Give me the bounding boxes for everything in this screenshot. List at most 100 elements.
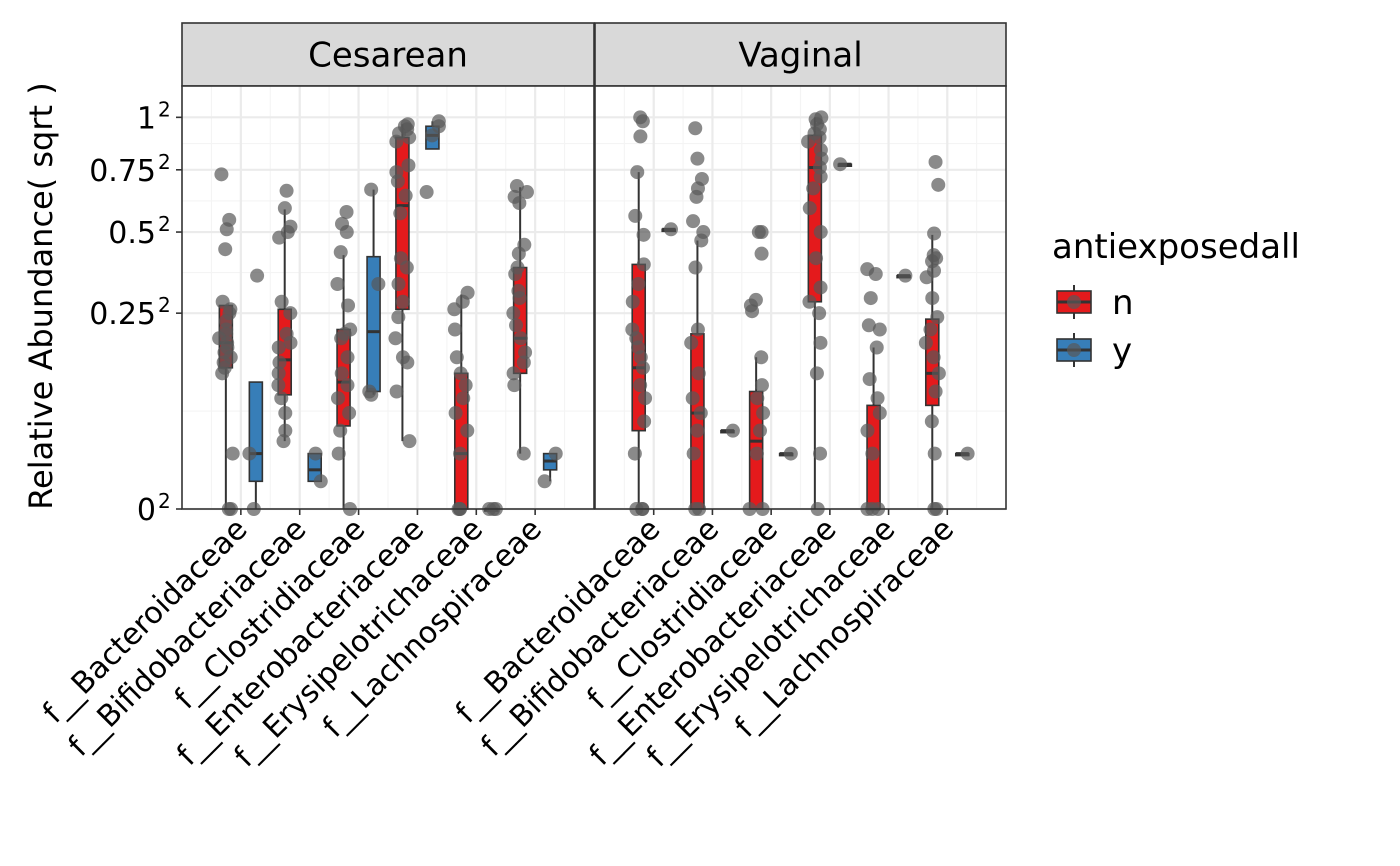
y-tick-label: 0.25 xyxy=(89,297,156,332)
data-point xyxy=(694,233,709,248)
data-point xyxy=(931,366,946,381)
data-point xyxy=(334,331,349,346)
data-point xyxy=(868,267,883,281)
data-point xyxy=(271,378,286,393)
box-cesarean-f__Enterobacteriaceae-y xyxy=(419,114,446,200)
data-point xyxy=(516,355,531,370)
data-point xyxy=(453,446,468,461)
data-point xyxy=(872,406,887,421)
data-point xyxy=(218,242,233,257)
box-cesarean-f__Clostridiaceae-n xyxy=(330,205,358,516)
data-point xyxy=(635,114,650,129)
data-point xyxy=(271,366,286,381)
data-point xyxy=(339,205,354,220)
data-point xyxy=(402,130,417,145)
data-point xyxy=(283,306,298,321)
data-point xyxy=(278,406,293,421)
box-vaginal-f__Lachnospiraceae-y xyxy=(954,446,975,461)
data-point xyxy=(391,310,406,325)
data-point xyxy=(812,306,827,321)
data-point xyxy=(447,322,462,337)
data-point xyxy=(225,446,240,461)
data-point xyxy=(333,245,348,260)
data-point xyxy=(806,181,821,196)
data-point xyxy=(272,230,287,245)
data-point xyxy=(630,165,645,180)
data-point xyxy=(863,291,878,306)
data-point xyxy=(389,384,404,399)
data-point xyxy=(925,291,940,306)
data-point xyxy=(633,129,648,144)
data-point xyxy=(399,260,414,275)
data-point xyxy=(927,446,942,461)
data-point xyxy=(860,423,875,438)
data-point xyxy=(537,474,552,489)
data-point xyxy=(448,406,463,421)
data-point xyxy=(507,378,522,393)
data-point xyxy=(637,414,652,429)
data-point xyxy=(402,434,417,449)
data-point xyxy=(513,331,528,346)
box-cesarean-f__Bifidobacteriaceae-n xyxy=(271,183,298,449)
data-point xyxy=(279,183,294,198)
box-vaginal-f__Bacteroidaceae-n xyxy=(625,110,653,516)
data-point xyxy=(272,355,287,370)
data-point xyxy=(548,446,563,461)
data-point xyxy=(341,298,356,313)
y-axis-label: Relative Abundance( sqrt ) xyxy=(22,82,60,509)
data-point xyxy=(926,350,941,365)
legend-title: antiexposedall xyxy=(1052,227,1300,267)
data-point xyxy=(277,201,292,216)
box-cesarean-f__Bacteroidaceae-n xyxy=(212,167,240,516)
data-point xyxy=(219,222,234,237)
data-point xyxy=(808,251,823,266)
data-point xyxy=(686,214,701,229)
data-point xyxy=(389,134,404,149)
facet-panel-vaginal: Vaginal xyxy=(594,22,1007,511)
y-tick-exponent: 2 xyxy=(158,293,171,317)
data-point xyxy=(927,226,942,241)
data-point xyxy=(931,177,946,192)
data-point xyxy=(460,423,475,438)
data-point xyxy=(663,222,678,237)
data-point xyxy=(333,423,348,438)
data-point xyxy=(276,434,291,449)
data-point xyxy=(400,355,415,370)
data-point xyxy=(898,268,913,283)
data-point xyxy=(960,446,975,461)
panel-border xyxy=(181,85,595,510)
data-point xyxy=(833,157,848,172)
data-point xyxy=(271,340,286,355)
data-point xyxy=(425,128,440,143)
data-point xyxy=(685,391,700,406)
data-point xyxy=(756,406,771,421)
data-point xyxy=(928,154,943,169)
data-point xyxy=(628,208,643,223)
legend-label: y xyxy=(1112,331,1132,371)
data-point xyxy=(684,335,699,350)
data-point xyxy=(802,294,817,309)
data-point xyxy=(636,257,651,272)
facet-panel-cesarean: Cesarean xyxy=(181,22,595,511)
data-point xyxy=(930,310,945,325)
data-point xyxy=(872,322,887,337)
data-point xyxy=(511,246,526,261)
data-point xyxy=(690,151,705,166)
data-point xyxy=(923,322,938,337)
y-tick-label: 1 xyxy=(137,101,156,136)
box-vaginal-f__Erysipelotrichaceae-y xyxy=(896,268,913,283)
data-point xyxy=(388,331,403,346)
data-point xyxy=(340,350,355,365)
data-point xyxy=(242,446,257,461)
data-point xyxy=(691,366,706,381)
data-point xyxy=(519,185,534,200)
data-point xyxy=(753,423,768,438)
data-point xyxy=(449,350,464,365)
data-point xyxy=(214,167,229,182)
data-point xyxy=(339,225,354,240)
data-point xyxy=(813,280,828,295)
data-point xyxy=(686,446,701,461)
data-point xyxy=(690,423,705,438)
data-point xyxy=(364,182,379,197)
box-cesarean-f__Bacteroidaceae-y xyxy=(242,268,265,516)
